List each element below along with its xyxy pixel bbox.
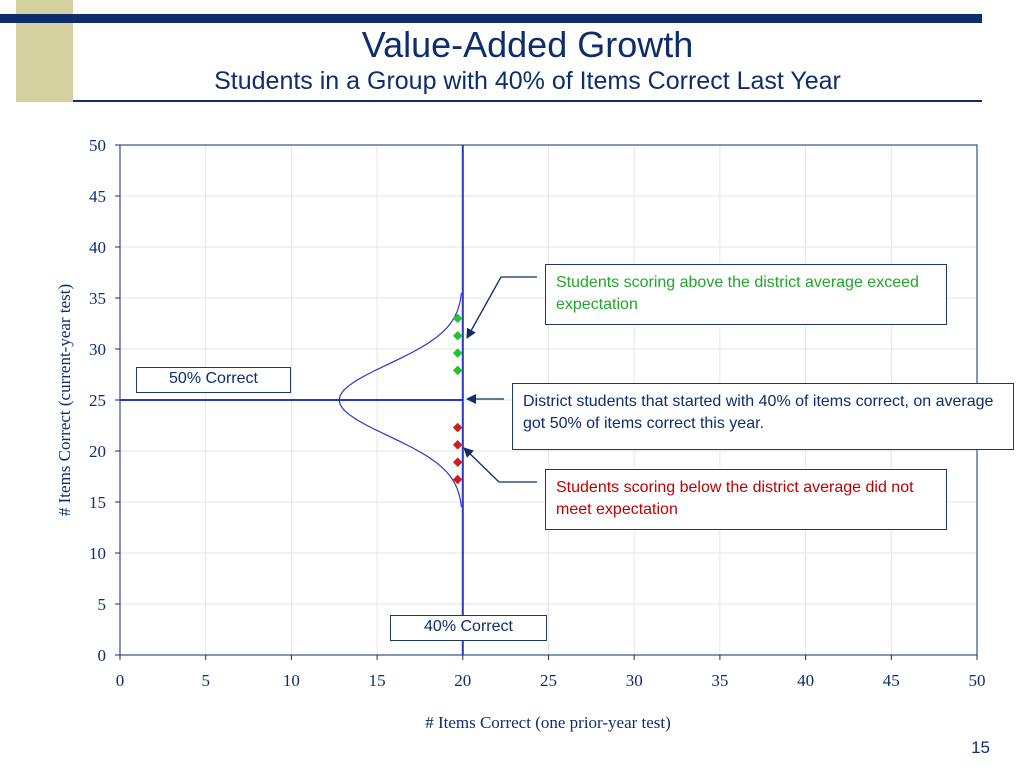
- slide-title: Value-Added Growth: [361, 24, 694, 65]
- slide-subtitle: Students in a Group with 40% of Items Co…: [214, 67, 841, 95]
- y-tick-label-0: 0: [98, 646, 107, 665]
- page-number: 15: [971, 738, 990, 757]
- y-tick-label-4: 20: [89, 442, 106, 461]
- below-average-point-1: [452, 440, 463, 450]
- y-tick-label-6: 30: [89, 340, 106, 359]
- above-average-point-2: [452, 348, 463, 358]
- arrow-below-diag: [463, 447, 500, 483]
- x-tick-label-8: 40: [797, 671, 814, 690]
- title-underline: [73, 100, 982, 102]
- below-average-point-0: [452, 422, 463, 433]
- chart-axes: 0 5 10 15 20 25 30 35 40 45 50 0 5 10 15 20 25 30 35 40 45 50: [89, 136, 986, 690]
- y-tick-label-10: 50: [89, 136, 106, 155]
- y-tick-label-7: 35: [89, 289, 106, 308]
- y-tick-label-5: 25: [89, 391, 106, 410]
- x-tick-label-2: 10: [283, 671, 300, 690]
- y-tick-label-2: 10: [89, 544, 106, 563]
- y-tick-label-3: 15: [89, 493, 106, 512]
- arrow-above-diag: [466, 276, 502, 339]
- x-tick-label-5: 25: [540, 671, 557, 690]
- x-tick-label-3: 15: [369, 671, 386, 690]
- x-tick-label-10: 50: [969, 671, 986, 690]
- above-average-point-3: [452, 365, 463, 376]
- callout-above-average: Students scoring above the district aver…: [545, 264, 947, 325]
- above-average-point-1: [452, 330, 463, 341]
- x-tick-label-9: 45: [883, 671, 900, 690]
- y-tick-label-1: 5: [98, 595, 107, 614]
- below-average-point-3: [452, 474, 463, 485]
- x-tick-label-0: 0: [116, 671, 125, 690]
- y-tick-label-9: 45: [89, 187, 106, 206]
- x-tick-label-7: 35: [711, 671, 728, 690]
- label-50-percent: 50% Correct: [136, 367, 291, 393]
- x-axis-title: # Items Correct (one prior-year test): [425, 713, 671, 732]
- callout-district-average: District students that started with 40% …: [512, 383, 1014, 450]
- y-tick-label-8: 40: [89, 238, 106, 257]
- x-tick-label-1: 5: [201, 671, 210, 690]
- below-average-point-2: [452, 457, 463, 468]
- label-40-percent: 40% Correct: [390, 615, 547, 641]
- x-tick-label-4: 20: [454, 671, 471, 690]
- above-average-point-0: [452, 313, 463, 324]
- callout-below-average: Students scoring below the district aver…: [545, 469, 947, 530]
- y-axis-title: # Items Correct (current-year test): [55, 284, 74, 516]
- header-bar: [0, 14, 982, 23]
- data-points: [452, 313, 463, 485]
- x-tick-label-6: 30: [626, 671, 643, 690]
